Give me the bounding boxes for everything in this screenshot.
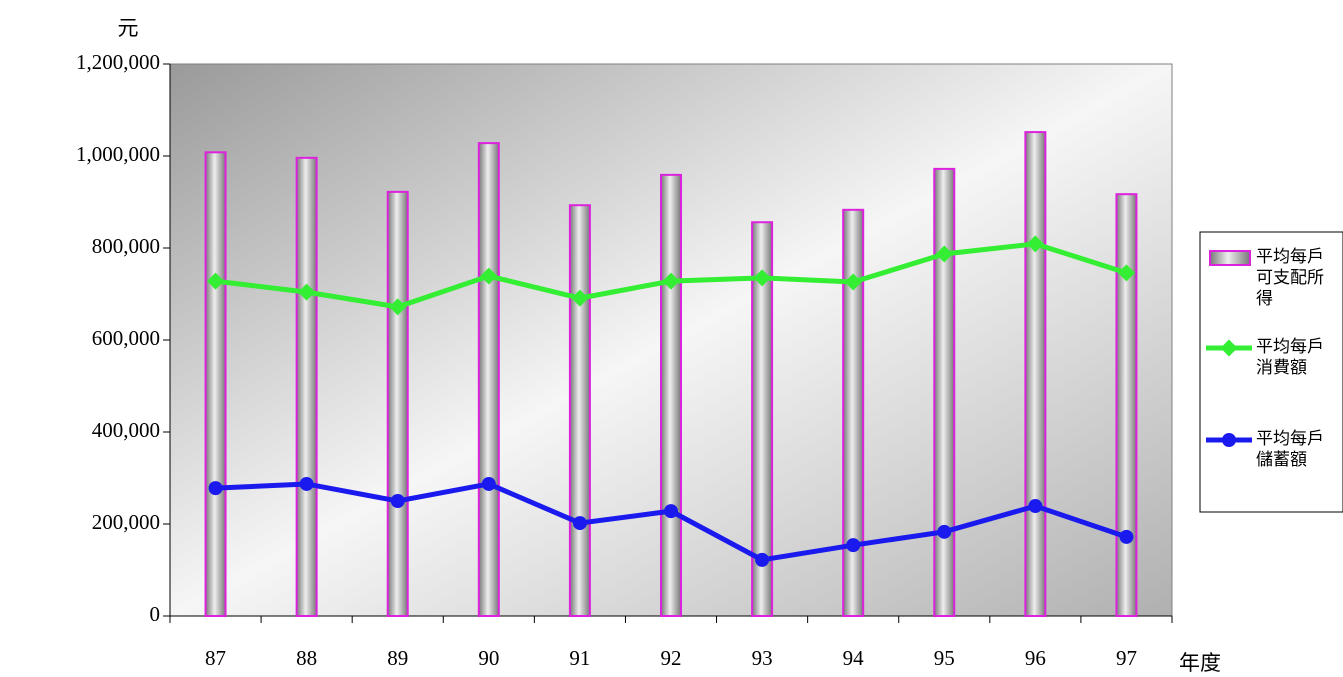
marker <box>846 538 861 553</box>
bar <box>660 173 682 618</box>
legend-label: 平均每戶可支配所得 <box>1256 247 1324 309</box>
bar <box>386 190 409 617</box>
y-tick-label: 1,000,000 <box>76 142 160 166</box>
x-tick-label: 87 <box>205 646 226 670</box>
y-axis-label: 元 <box>118 16 139 40</box>
marker <box>755 552 770 567</box>
marker <box>480 267 498 285</box>
x-tick-label: 89 <box>387 646 408 670</box>
x-tick-label: 96 <box>1025 646 1046 670</box>
y-tick-label: 1,200,000 <box>76 50 160 74</box>
bar <box>1115 193 1138 617</box>
legend-swatch <box>1209 250 1251 266</box>
y-tick-label: 600,000 <box>92 326 160 350</box>
y-tick-label: 200,000 <box>92 510 160 534</box>
marker <box>935 245 953 263</box>
marker <box>1119 529 1134 544</box>
x-tick-label: 92 <box>661 646 682 670</box>
x-tick-label: 97 <box>1116 646 1137 670</box>
x-tick-label: 95 <box>934 646 955 670</box>
x-tick-label: 93 <box>752 646 773 670</box>
marker <box>389 298 407 316</box>
marker <box>571 289 589 307</box>
marker <box>664 504 678 519</box>
y-tick-label: 0 <box>150 602 161 626</box>
y-tick-label: 400,000 <box>92 418 160 442</box>
bar <box>751 221 774 618</box>
bar <box>204 151 227 617</box>
bar <box>477 142 500 617</box>
legend-marker <box>1222 433 1236 447</box>
marker <box>1028 499 1043 514</box>
bar <box>568 204 591 617</box>
x-tick-label: 94 <box>843 646 865 670</box>
marker <box>298 283 316 301</box>
bar <box>295 156 318 617</box>
bar <box>842 208 865 617</box>
x-tick-label: 91 <box>569 646 590 670</box>
bar <box>933 167 956 617</box>
marker <box>753 269 771 287</box>
marker <box>844 273 862 291</box>
x-tick-label: 90 <box>478 646 499 670</box>
x-tick-label: 88 <box>296 646 317 670</box>
legend-label: 平均每戶儲蓄額 <box>1256 429 1324 470</box>
x-axis-label: 年度 <box>1179 651 1221 675</box>
marker <box>207 272 225 290</box>
marker <box>572 516 587 531</box>
marker <box>481 476 496 491</box>
legend-label: 平均每戶消費額 <box>1256 337 1324 378</box>
marker <box>390 494 405 508</box>
marker <box>937 524 952 539</box>
marker <box>299 476 314 491</box>
legend-box <box>1199 231 1343 513</box>
marker <box>662 272 680 290</box>
bar <box>1024 131 1047 618</box>
marker <box>208 481 223 496</box>
y-tick-label: 800,000 <box>92 234 160 258</box>
